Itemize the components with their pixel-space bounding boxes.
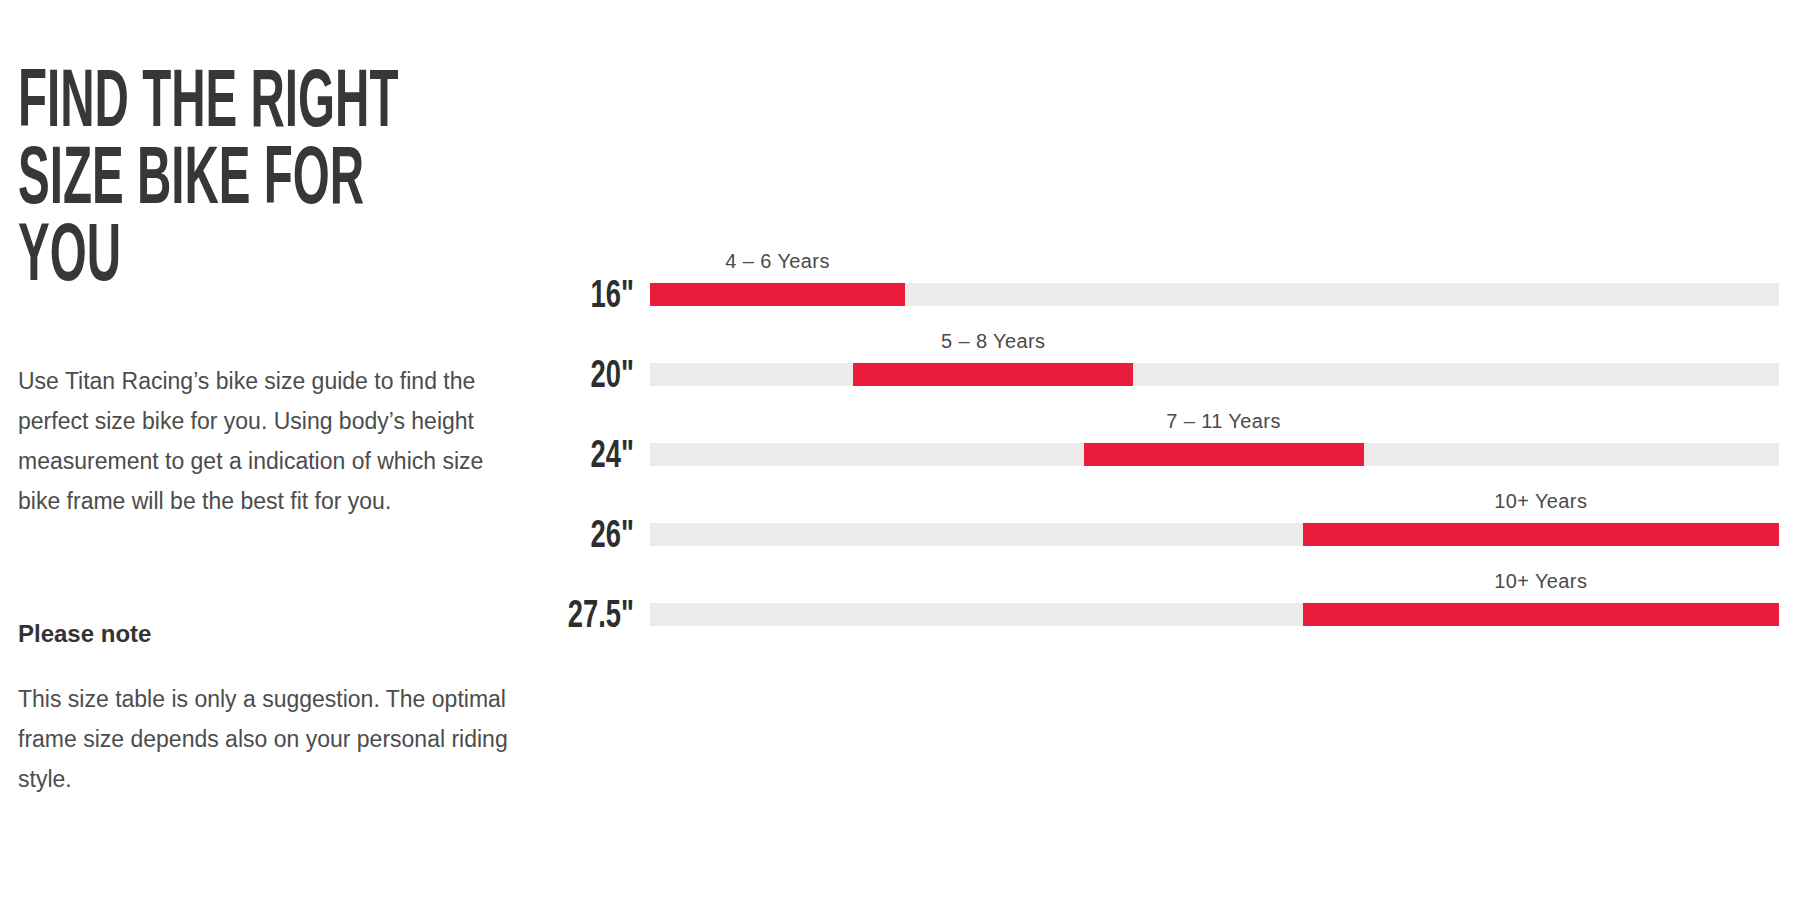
note-heading: Please note — [18, 619, 151, 649]
age-range-label: 4 – 6 Years — [650, 249, 905, 273]
bar-track — [650, 363, 1779, 386]
age-range-label: 5 – 8 Years — [853, 329, 1133, 353]
page-title-line: SIZE BIKE FOR — [18, 136, 398, 213]
intro-paragraph: Use Titan Racing’s bike size guide to fi… — [18, 361, 516, 521]
chart-row: 4 – 6 Years16" — [650, 283, 1779, 306]
chart-row: 10+ Years27.5" — [650, 603, 1779, 626]
wheel-size-label: 16" — [519, 272, 634, 315]
bar-fill-age-range — [853, 363, 1133, 386]
note-paragraph: This size table is only a suggestion. Th… — [18, 679, 516, 799]
bar-fill-age-range — [1084, 443, 1364, 466]
bar-fill-age-range — [650, 283, 905, 306]
wheel-size-label: 27.5" — [519, 592, 634, 635]
age-range-label: 10+ Years — [1303, 489, 1779, 513]
page-title-line: FIND THE RIGHT — [18, 59, 398, 136]
bike-size-guide-section: FIND THE RIGHT SIZE BIKE FOR YOU Use Tit… — [0, 0, 1800, 903]
wheel-size-label: 26" — [519, 512, 634, 555]
page-title: FIND THE RIGHT SIZE BIKE FOR YOU — [18, 59, 398, 290]
chart-row: 10+ Years26" — [650, 523, 1779, 546]
chart-row: 7 – 11 Years24" — [650, 443, 1779, 466]
wheel-size-label: 24" — [519, 432, 634, 475]
wheel-size-label: 20" — [519, 352, 634, 395]
page-title-line: YOU — [18, 213, 398, 290]
bar-fill-age-range — [1303, 603, 1779, 626]
size-chart: 4 – 6 Years16" 5 – 8 Years20" 7 – 11 Years… — [650, 240, 1779, 670]
chart-row: 5 – 8 Years20" — [650, 363, 1779, 386]
age-range-label: 10+ Years — [1303, 569, 1779, 593]
bar-fill-age-range — [1303, 523, 1779, 546]
age-range-label: 7 – 11 Years — [1084, 409, 1364, 433]
